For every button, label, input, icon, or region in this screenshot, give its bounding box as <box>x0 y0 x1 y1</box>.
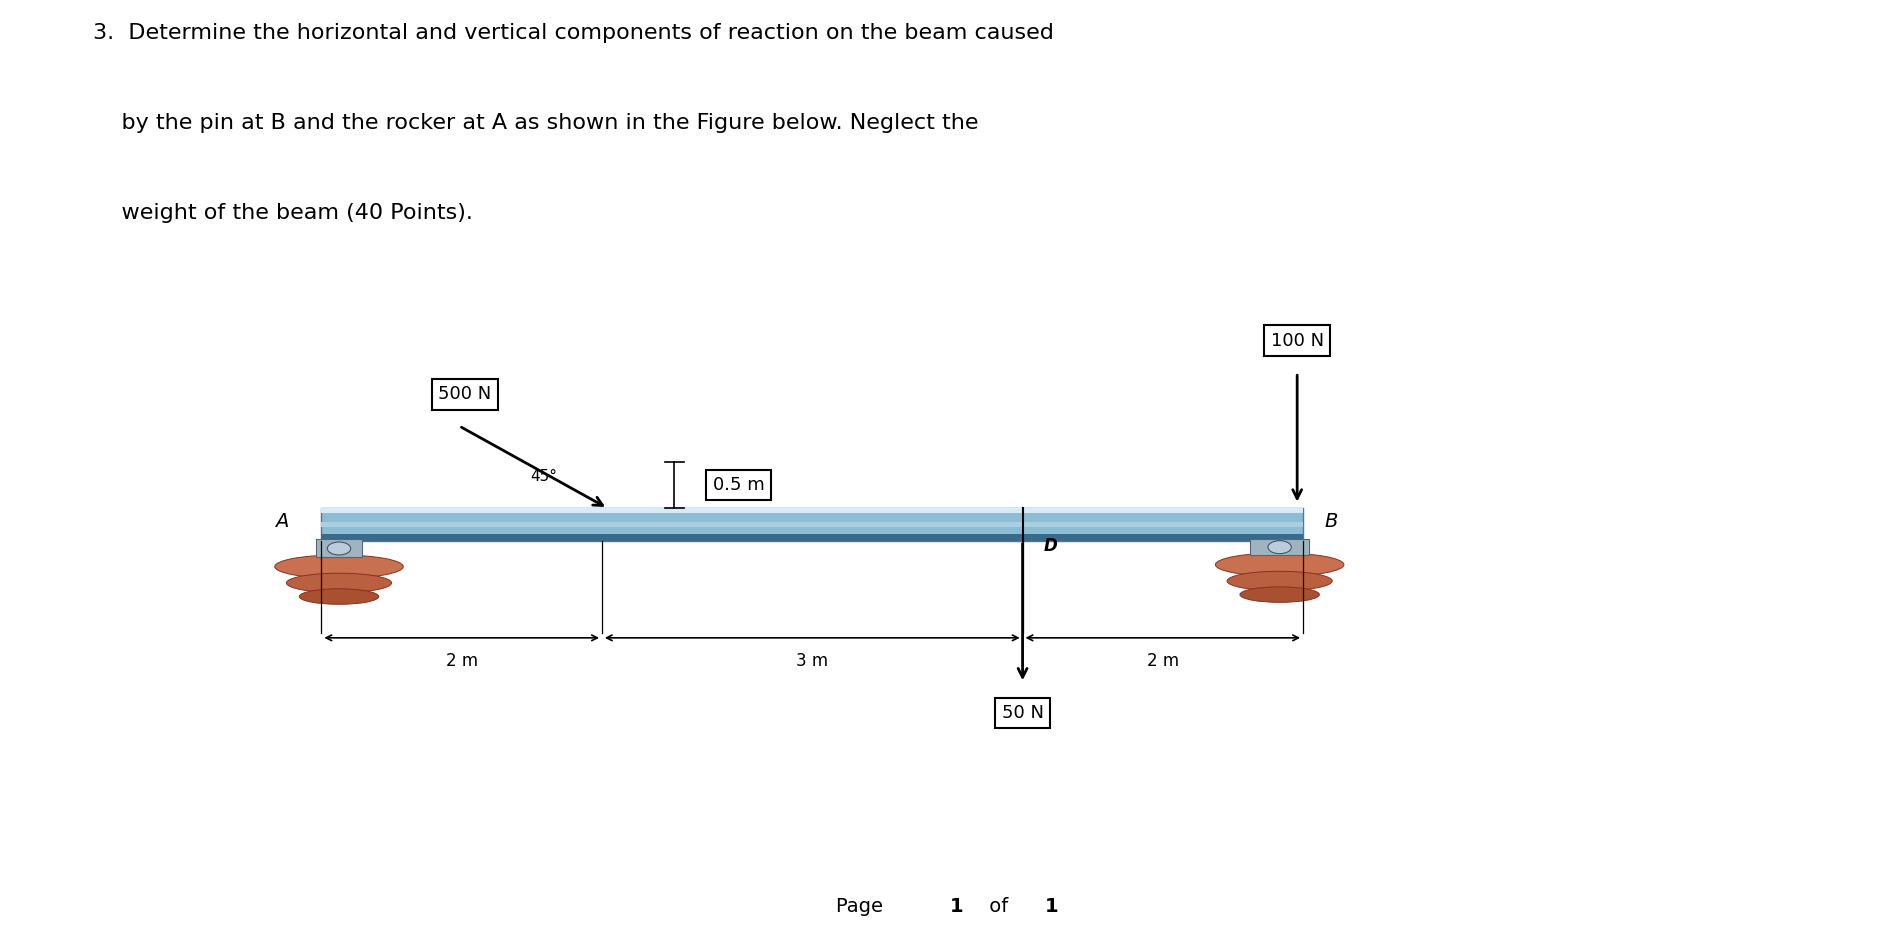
Text: 1: 1 <box>1045 897 1058 916</box>
Text: 3 m: 3 m <box>796 652 828 670</box>
Text: weight of the beam (40 Points).: weight of the beam (40 Points). <box>93 203 473 223</box>
Text: 0.5 m: 0.5 m <box>712 476 764 494</box>
Text: 1: 1 <box>950 897 963 916</box>
Polygon shape <box>315 540 363 556</box>
Text: B: B <box>1324 511 1338 531</box>
Text: 45°: 45° <box>530 469 557 484</box>
Text: of: of <box>984 897 1015 916</box>
Polygon shape <box>321 509 1303 540</box>
Text: D: D <box>1043 537 1058 555</box>
Polygon shape <box>1250 540 1309 555</box>
Ellipse shape <box>300 588 378 604</box>
Text: 2 m: 2 m <box>446 652 477 670</box>
Ellipse shape <box>1216 553 1343 576</box>
Ellipse shape <box>276 555 403 578</box>
Text: Page: Page <box>836 897 889 916</box>
Polygon shape <box>321 509 1303 513</box>
Text: 2 m: 2 m <box>1148 652 1178 670</box>
Text: by the pin at B and the rocker at A as shown in the Figure below. Neglect the: by the pin at B and the rocker at A as s… <box>93 113 979 133</box>
Text: 3.  Determine the horizontal and vertical components of reaction on the beam cau: 3. Determine the horizontal and vertical… <box>93 23 1054 43</box>
Ellipse shape <box>1241 587 1319 603</box>
Text: 100 N: 100 N <box>1271 332 1324 350</box>
Text: 50 N: 50 N <box>1001 704 1043 722</box>
Ellipse shape <box>287 573 391 592</box>
Circle shape <box>327 542 352 555</box>
Polygon shape <box>321 522 1303 527</box>
Ellipse shape <box>1227 572 1332 590</box>
Circle shape <box>1267 540 1292 554</box>
Text: 500 N: 500 N <box>439 385 492 403</box>
Text: A: A <box>276 511 289 531</box>
Polygon shape <box>321 534 1303 540</box>
